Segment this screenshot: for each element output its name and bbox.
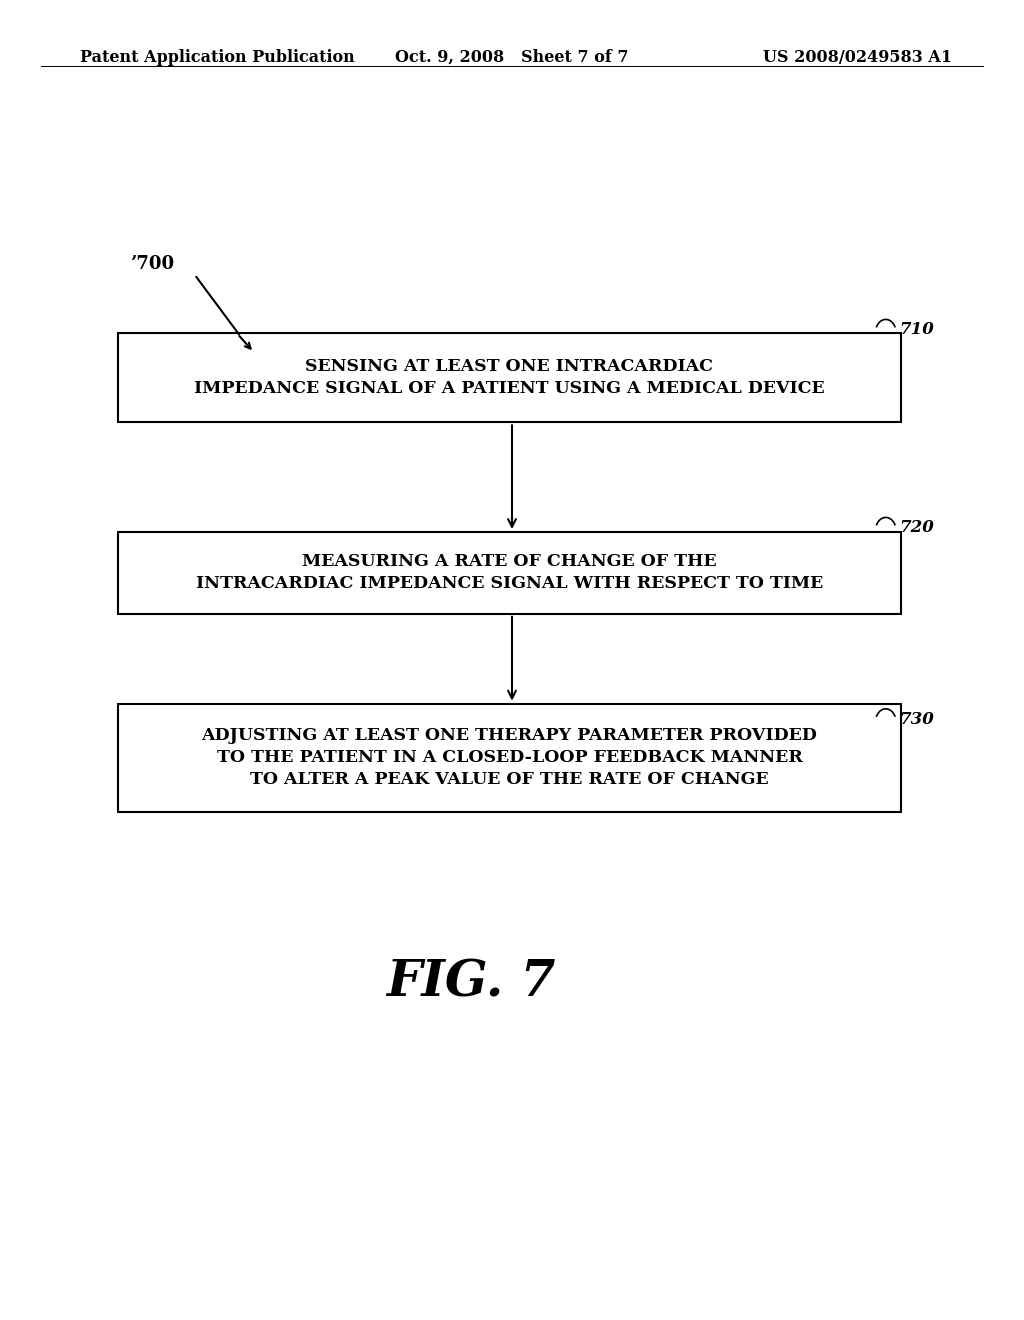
Bar [118,333,901,422]
Text: FIG. 7: FIG. 7 [386,958,556,1008]
Bar [118,704,901,812]
Text: MEASURING A RATE OF CHANGE OF THE
INTRACARDIAC IMPEDANCE SIGNAL WITH RESPECT TO : MEASURING A RATE OF CHANGE OF THE INTRAC… [196,553,823,593]
Text: ADJUSTING AT LEAST ONE THERAPY PARAMETER PROVIDED
TO THE PATIENT IN A CLOSED-LOO: ADJUSTING AT LEAST ONE THERAPY PARAMETER… [202,727,817,788]
Text: ’700: ’700 [130,255,174,273]
Text: Oct. 9, 2008   Sheet 7 of 7: Oct. 9, 2008 Sheet 7 of 7 [395,49,629,66]
Text: US 2008/0249583 A1: US 2008/0249583 A1 [763,49,952,66]
Text: 720: 720 [899,520,934,536]
Text: 730: 730 [899,711,934,727]
Text: SENSING AT LEAST ONE INTRACARDIAC
IMPEDANCE SIGNAL OF A PATIENT USING A MEDICAL : SENSING AT LEAST ONE INTRACARDIAC IMPEDA… [195,358,824,397]
Text: 710: 710 [899,322,934,338]
Text: Patent Application Publication: Patent Application Publication [80,49,354,66]
Bar [118,532,901,614]
